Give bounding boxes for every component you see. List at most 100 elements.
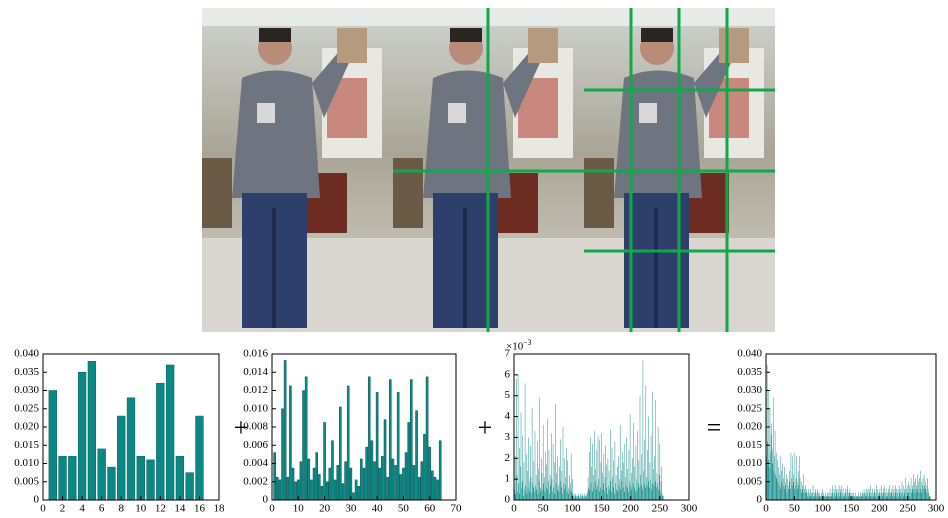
y-tick-label: 0.030 [14,384,39,396]
axis-multiplier-exponent: −3 [523,338,532,347]
y-tick-label: 0 [505,494,511,506]
bar [439,441,441,500]
x-tick-label: 100 [564,503,581,515]
bar [394,465,396,500]
bar [49,391,57,501]
bar [384,420,386,500]
bar [423,434,425,500]
y-tick-label: 0.010 [737,457,762,469]
bar [337,465,339,500]
y-tick-label: 0.010 [14,457,39,469]
y-tick-label: 2 [505,452,511,464]
bar [127,398,135,500]
y-tick-label: 0.030 [737,384,762,396]
bar [437,480,439,500]
x-tick-label: 0 [763,503,769,515]
y-tick-label: 0 [34,494,40,506]
y-tick-label: 0.006 [243,439,268,451]
x-tick-label: 20 [319,503,331,515]
bar [345,462,347,500]
bar [379,468,381,500]
bar [147,460,155,500]
bar [350,468,352,500]
bar [308,459,310,500]
y-tick-label: 0.005 [14,475,39,487]
x-tick-label: 0 [511,503,517,515]
bar [434,477,436,500]
y-tick-label: 0.025 [737,402,762,414]
bar [274,453,276,500]
bar [402,468,404,500]
y-tick-label: 1 [505,473,511,485]
bar [389,380,391,500]
bar [302,391,304,501]
bar [418,477,420,500]
bar [413,465,415,500]
y-tick-label: 0 [263,494,269,506]
figure: + + = 00.0050.0100.0150.0200.0250.0300.0… [0,0,948,518]
bar [381,456,383,500]
bar [342,484,344,500]
y-tick-label: 0.010 [243,402,268,414]
chart: 00.0020.0040.0060.0080.0100.0120.0140.01… [243,348,462,515]
x-tick-label: 150 [593,503,610,515]
bar [431,471,433,500]
bar [329,468,331,500]
bar [360,459,362,500]
plus-sign: + [478,413,493,442]
x-tick-label: 60 [424,503,436,515]
bar [421,462,423,500]
bar [426,377,428,500]
x-tick-label: 2 [60,503,66,515]
bar [358,486,360,500]
bar [373,462,375,500]
y-tick-label: 0.040 [737,348,762,360]
bar [368,377,370,500]
x-tick-label: 0 [269,503,275,515]
y-tick-label: 0.016 [243,348,268,360]
chart: 00.0050.0100.0150.0200.0250.0300.0350.04… [14,348,225,515]
x-tick-label: 40 [372,503,384,515]
x-tick-label: 12 [155,503,166,515]
bar [321,486,323,500]
x-tick-label: 250 [899,503,916,515]
x-tick-label: 10 [293,503,305,515]
page: + + = 00.0050.0100.0150.0200.0250.0300.0… [0,0,948,518]
bar [196,416,204,500]
y-tick-label: 0.020 [14,421,39,433]
bar [287,477,289,500]
bar [366,447,368,500]
bar [78,372,86,500]
bar [363,468,365,500]
x-tick-label: 14 [174,503,186,515]
x-tick-label: 8 [118,503,124,515]
bar [371,441,373,500]
bar [88,361,96,500]
x-tick-label: 300 [681,503,698,515]
bar [392,459,394,500]
bar [300,462,302,500]
bar [281,409,283,500]
bar [166,365,174,500]
y-tick-label: 0.004 [243,457,268,469]
bar [400,474,402,500]
bar [313,468,315,500]
x-tick-label: 150 [843,503,860,515]
y-tick-label: 6 [505,368,511,380]
bar [310,480,312,500]
bar [289,386,291,500]
bar [355,480,357,500]
x-tick-label: 50 [398,503,410,515]
bar [176,456,184,500]
bar [186,473,194,500]
bar [98,449,106,500]
x-tick-label: 18 [214,503,226,515]
x-tick-label: 200 [622,503,639,515]
y-tick-label: 0.002 [243,475,268,487]
bar [339,407,341,500]
bar [156,383,164,500]
bar [284,360,286,500]
y-tick-label: 0.008 [243,421,268,433]
y-tick-label: 0 [757,494,763,506]
x-tick-label: 100 [814,503,831,515]
